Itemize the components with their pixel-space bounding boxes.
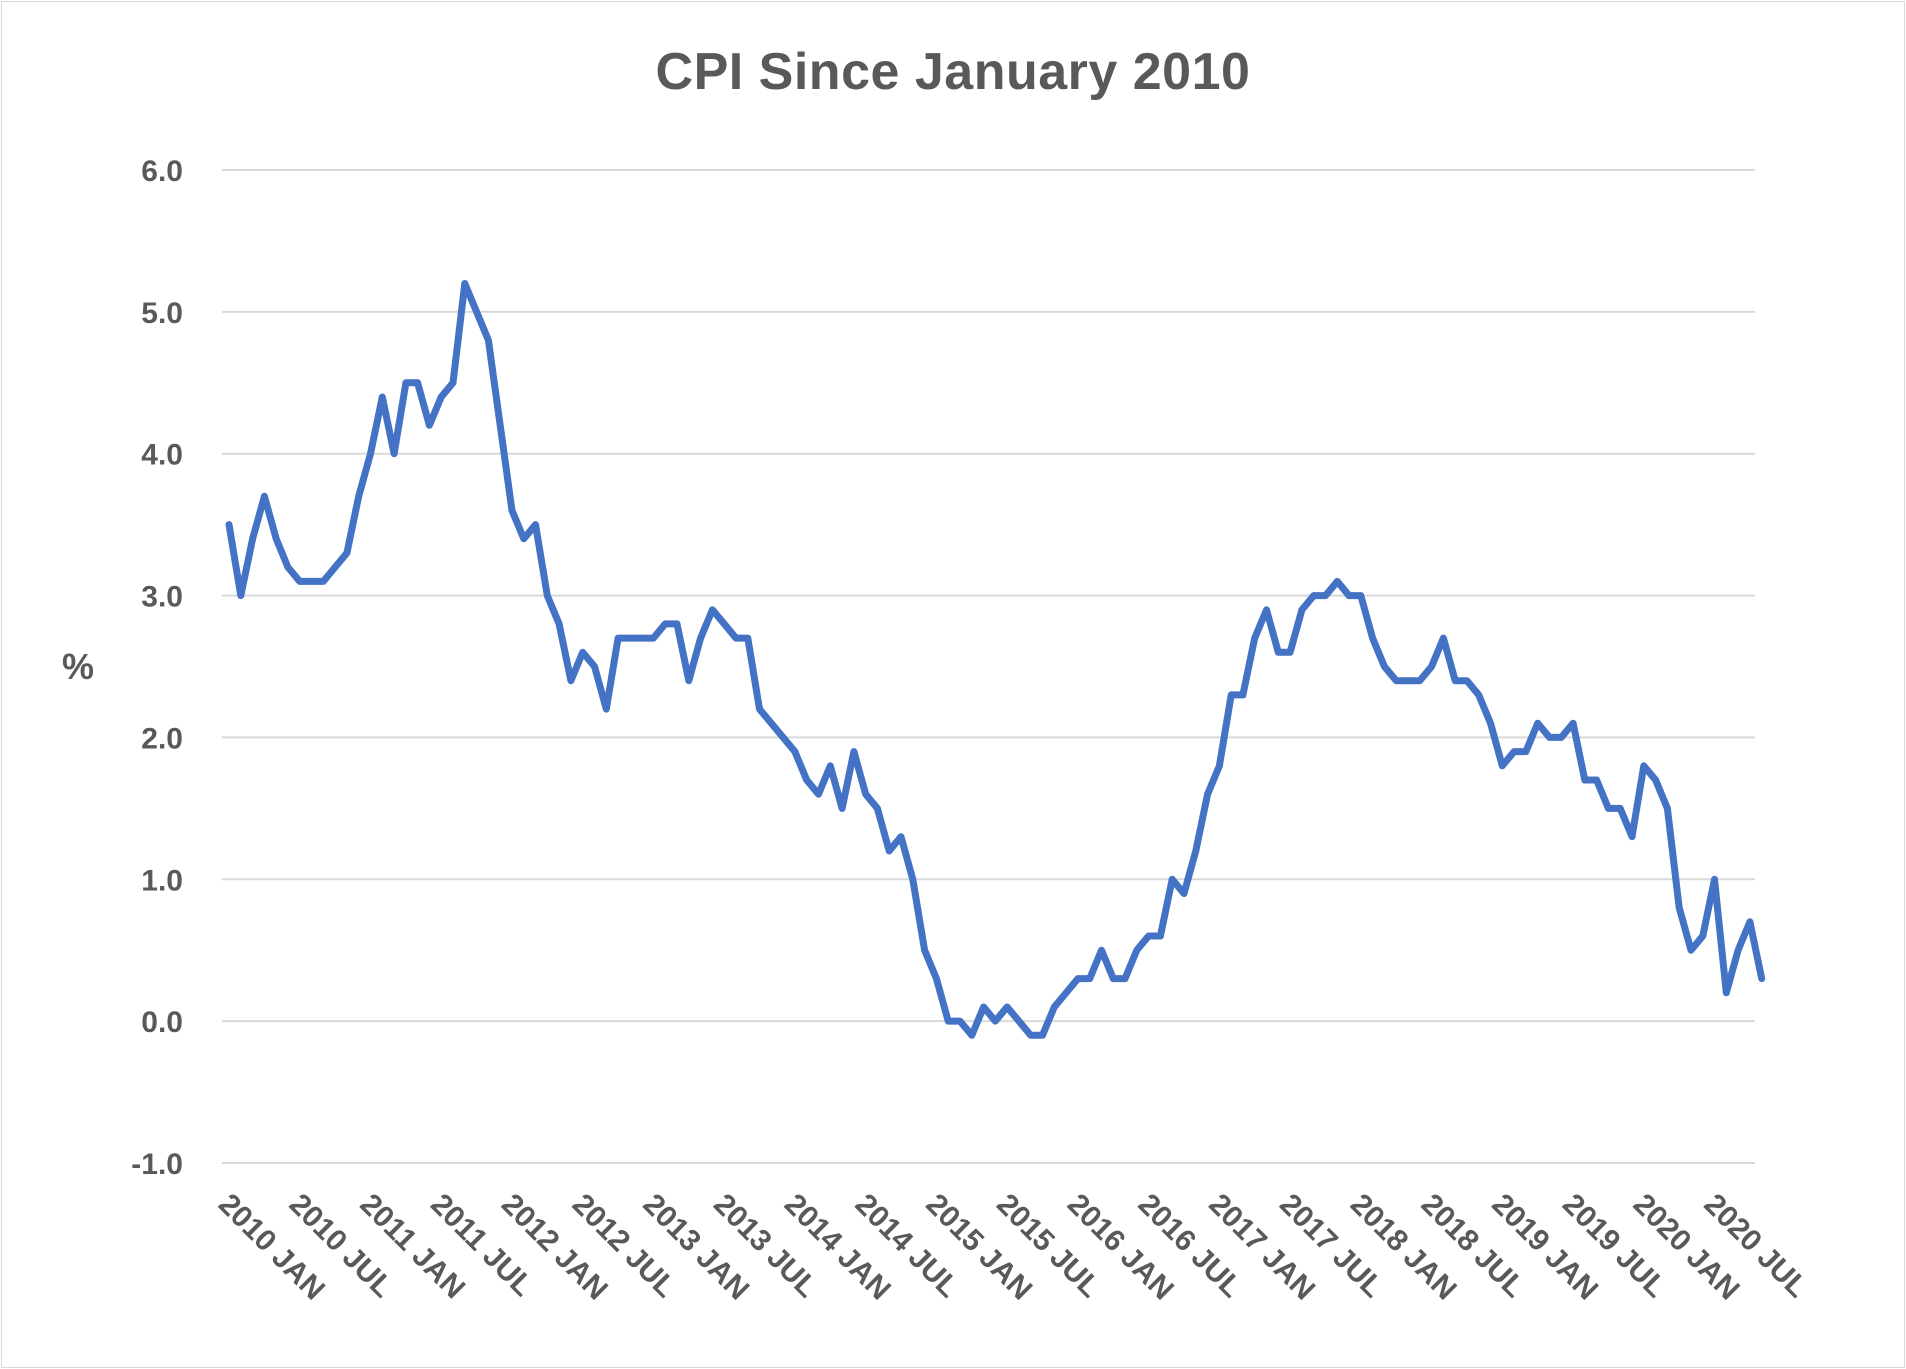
chart-title: CPI Since January 2010 (655, 43, 1251, 101)
y-tick-label: 5.0 (141, 297, 183, 330)
y-tick-label: 1.0 (141, 864, 183, 897)
y-tick-label: 2.0 (141, 722, 183, 755)
y-tick-label: 3.0 (141, 581, 183, 614)
y-axis-title: % (62, 646, 95, 687)
y-tick-label: -1.0 (131, 1148, 183, 1181)
series-layer (225, 280, 1766, 1039)
cpi-series-line (225, 280, 1766, 1039)
y-axis-ticks: 6.0 5.0 4.0 3.0 2.0 1.0 0.0 -1.0 (131, 155, 183, 1181)
y-tick-label: 0.0 (141, 1006, 183, 1039)
y-tick-label: 6.0 (141, 155, 183, 188)
y-tick-label: 4.0 (141, 439, 183, 472)
gridlines (222, 169, 1755, 1164)
